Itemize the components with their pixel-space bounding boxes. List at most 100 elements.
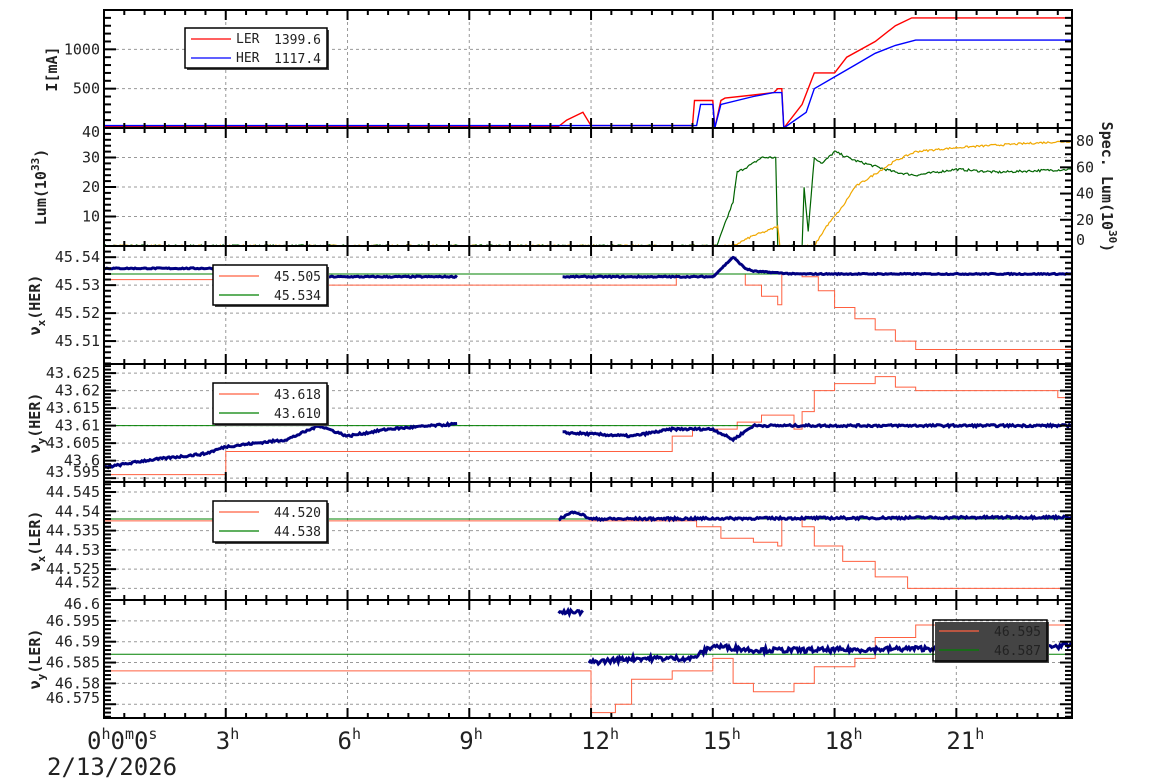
legend-value: 46.595	[994, 625, 1041, 640]
legend-shadow	[935, 622, 1049, 663]
y2-tick-label: 40	[1076, 185, 1094, 203]
series-group	[104, 17, 1072, 128]
legend-value: 43.610	[274, 407, 321, 422]
x-tick-number: 9	[459, 727, 473, 755]
x-tick-label: 0h0m0s	[87, 725, 157, 755]
x-tick-label: 15h	[703, 725, 741, 755]
panel-3: 45.51 45.52 45.53 45.54 νx(HER) 45.505 45.534	[26, 245, 1073, 365]
y2-tick-label: 80	[1076, 132, 1094, 150]
legend-box	[212, 382, 328, 425]
y-tick-label: 30	[82, 149, 100, 167]
y-tick-label: 44.52	[55, 573, 100, 591]
series-line-ler	[104, 17, 1072, 128]
series-line-set	[104, 620, 1072, 714]
y2-tick-label: 20	[1076, 211, 1094, 229]
x-tick-number: 0	[110, 727, 124, 755]
legend: 44.520 44.538	[212, 500, 329, 544]
plot-frame	[103, 599, 1073, 719]
x-tick-unit: m	[125, 725, 134, 743]
y-tick-label: 44.53	[55, 541, 100, 559]
legend-box	[932, 619, 1048, 662]
legend: 43.618 43.610	[212, 382, 329, 426]
legend-value: 46.587	[994, 644, 1041, 659]
x-tick-label: 12h	[581, 725, 619, 755]
x-tick-unit: h	[101, 725, 110, 743]
y-axis-label-rest: (HER)	[26, 393, 44, 438]
series-line-her	[104, 39, 1072, 128]
series-group	[104, 376, 1072, 476]
y-tick-label: 44.54	[55, 502, 100, 520]
y-axis-label-exponent: 33	[29, 158, 42, 171]
y-tick-label: 43.62	[55, 382, 100, 400]
y-tick-label: 43.6	[64, 452, 100, 470]
legend-series-name: HER	[236, 51, 260, 66]
x-tick-number: 6	[338, 727, 352, 755]
x-tick-unit: h	[853, 725, 862, 743]
y-tick-label: 46.575	[46, 689, 100, 707]
y-axis-label: νy(HER)	[26, 393, 48, 454]
y-axis-label-subscript: y	[35, 437, 48, 444]
y-tick-label: 43.615	[46, 399, 100, 417]
x-tick-number: 18	[825, 727, 854, 755]
x-tick-unit: h	[352, 725, 361, 743]
y-tick-label: 10	[82, 208, 100, 226]
panel-2: 10 20 30 40 0 20 40 60 80 Spec. Lum(1030) Lum(1033…	[29, 122, 1119, 253]
legend-value: 44.538	[274, 525, 321, 540]
y-tick-label: 43.605	[46, 434, 100, 452]
y-axis-label-subscript: x	[35, 555, 48, 562]
x-tick-label: 6h	[338, 725, 361, 755]
x-tick-number: 21	[946, 727, 975, 755]
legend-value: 45.505	[274, 270, 321, 285]
y-tick-label: 44.525	[46, 560, 100, 578]
x-tick-number: 0	[87, 727, 101, 755]
y-tick-label: 45.52	[55, 304, 100, 322]
series-line-measured	[104, 421, 1072, 470]
legend-box	[212, 264, 328, 306]
y-tick-label: 44.545	[46, 483, 100, 501]
legend: 45.505 45.534	[212, 264, 329, 307]
x-tick-number: 0	[134, 727, 148, 755]
y-tick-label: 44.535	[46, 522, 100, 540]
y-tick-label: 46.595	[46, 612, 100, 630]
legend: LER 1399.6 HER 1117.4	[184, 27, 329, 70]
legend-series-name: LER	[236, 32, 260, 47]
y-axis-label: νx(HER)	[26, 275, 48, 336]
x-tick-unit: h	[474, 725, 483, 743]
y-axis-label-rest: )	[32, 149, 50, 158]
y2-axis-label-exponent: 30	[1106, 230, 1119, 243]
y-axis-label: Lum(1033)	[29, 149, 50, 225]
legend-value: 45.534	[274, 289, 321, 304]
x-tick-unit: h	[610, 725, 619, 743]
y-axis-label-subscript: x	[35, 319, 48, 326]
x-tick-number: 3	[216, 727, 230, 755]
y2-axis-label: Spec. Lum(1030)	[1098, 122, 1119, 253]
y-tick-label: 43.595	[46, 463, 100, 481]
x-tick-label: 21h	[946, 725, 984, 755]
x-tick-label: 3h	[216, 725, 239, 755]
y-tick-label: 500	[73, 80, 100, 98]
x-tick-label: 18h	[825, 725, 863, 755]
series-line-spec-lum	[104, 140, 1072, 246]
legend-value: 1399.6	[274, 33, 321, 48]
y-axis-label-rest: (LER)	[26, 511, 44, 556]
y2-tick-label: 60	[1076, 158, 1094, 176]
legend-value: 1117.4	[274, 52, 321, 67]
x-tick-unit: h	[732, 725, 741, 743]
y-axis-label: νx(LER)	[26, 511, 48, 572]
x-tick-number: 15	[703, 727, 732, 755]
series-line-set	[104, 376, 1072, 476]
y-axis-label-subscript: y	[35, 673, 48, 680]
y-tick-label: 45.53	[55, 276, 100, 294]
legend-value: 43.618	[274, 388, 321, 403]
y-tick-label: 45.54	[55, 248, 100, 266]
y-axis-label: I[mA]	[43, 46, 61, 91]
y-tick-label: 1000	[64, 40, 100, 58]
series-group	[104, 606, 1072, 714]
y2-tick-label: 0	[1076, 231, 1085, 249]
y-axis-label: νy(LER)	[26, 629, 48, 690]
series-line-lum	[104, 150, 1072, 246]
